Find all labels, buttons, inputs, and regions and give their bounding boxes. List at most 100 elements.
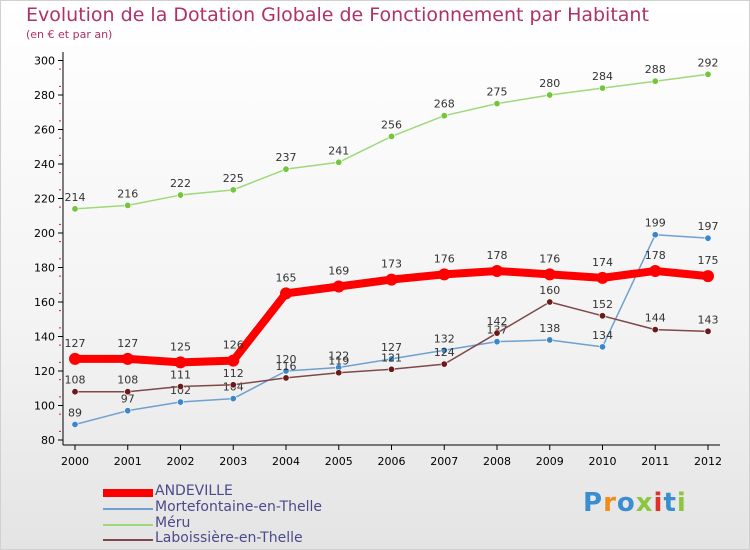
x-tick-label: 2010 (589, 455, 617, 468)
data-label: 127 (381, 341, 402, 354)
data-label: 144 (645, 312, 666, 325)
y-tick-label: 240 (34, 158, 55, 171)
x-tick-label: 2011 (641, 455, 669, 468)
data-point (174, 356, 187, 369)
data-point (704, 70, 712, 78)
y-tick-label: 200 (34, 227, 55, 240)
data-label: 124 (434, 346, 455, 359)
data-point (332, 280, 345, 293)
data-label: 174 (592, 256, 613, 269)
data-label: 127 (65, 337, 86, 350)
data-label: 160 (539, 284, 560, 297)
data-point (440, 346, 448, 354)
y-tick-label: 260 (34, 124, 55, 137)
data-point (335, 158, 343, 166)
data-label: 125 (170, 340, 191, 353)
data-label: 178 (487, 249, 508, 262)
data-point (282, 367, 290, 375)
proxiti-logo: Proxiti (583, 488, 687, 518)
data-label: 197 (698, 220, 719, 233)
y-tick-label: 80 (41, 434, 55, 447)
data-point (546, 298, 554, 306)
data-point (440, 360, 448, 368)
data-label: 108 (117, 374, 138, 387)
data-point (649, 264, 662, 277)
data-point (704, 234, 712, 242)
data-label: 122 (328, 350, 349, 363)
x-tick-label: 2012 (694, 455, 722, 468)
y-tick-label: 220 (34, 193, 55, 206)
data-point (546, 336, 554, 344)
x-tick-label: 2002 (167, 455, 195, 468)
data-point (282, 374, 290, 382)
data-point (71, 388, 79, 396)
data-point (651, 77, 659, 85)
data-point (440, 112, 448, 120)
data-point (177, 383, 185, 391)
y-tick-label: 120 (34, 365, 55, 378)
data-label: 176 (434, 252, 455, 265)
legend-label: Mortefontaine-en-Thelle (155, 499, 323, 515)
data-label: 222 (170, 177, 191, 190)
data-label: 121 (381, 351, 402, 364)
data-label: 126 (223, 339, 244, 352)
x-tick-label: 2007 (430, 455, 458, 468)
data-label: 284 (592, 70, 613, 83)
data-label: 108 (65, 374, 86, 387)
data-point (124, 407, 132, 415)
data-label: 152 (592, 298, 613, 311)
data-point (227, 354, 240, 367)
data-point (546, 91, 554, 99)
data-label: 134 (592, 329, 613, 342)
y-tick-label: 180 (34, 262, 55, 275)
data-point (177, 191, 185, 199)
legend-swatch (103, 489, 153, 497)
data-point (71, 205, 79, 213)
data-point (702, 270, 714, 283)
data-label: 132 (434, 332, 455, 345)
y-tick-label: 140 (34, 331, 55, 344)
y-tick-label: 300 (34, 55, 55, 68)
data-point (651, 231, 659, 239)
data-point (121, 352, 134, 365)
data-label: 237 (276, 151, 297, 164)
legend-swatch (103, 508, 153, 510)
data-point (124, 201, 132, 209)
data-label: 175 (698, 254, 719, 267)
data-point (71, 420, 79, 428)
x-tick-label: 2006 (378, 455, 406, 468)
data-point (543, 268, 556, 281)
data-label: 292 (698, 56, 719, 69)
legend-label: Méru (155, 515, 191, 531)
data-point (124, 388, 132, 396)
y-tick-label: 160 (34, 296, 55, 309)
data-label: 214 (65, 191, 86, 204)
data-label: 268 (434, 98, 455, 111)
data-label: 138 (539, 322, 560, 335)
x-tick-label: 2008 (483, 455, 511, 468)
data-point (493, 329, 501, 337)
data-point (598, 312, 606, 320)
data-point (229, 186, 237, 194)
legend-swatch (103, 539, 153, 541)
data-label: 225 (223, 172, 244, 185)
data-point (598, 84, 606, 92)
data-point (387, 132, 395, 140)
data-point (280, 287, 292, 300)
data-point (387, 355, 395, 363)
data-label: 280 (539, 77, 560, 90)
data-label: 288 (645, 63, 666, 76)
x-tick-label: 2003 (219, 455, 247, 468)
data-label: 97 (121, 393, 135, 406)
legend-swatch (103, 524, 153, 526)
data-point (335, 369, 343, 377)
data-label: 142 (487, 315, 508, 328)
data-label: 199 (645, 217, 666, 230)
x-tick-label: 2001 (114, 455, 142, 468)
data-label: 256 (381, 118, 402, 131)
data-label: 120 (276, 353, 297, 366)
data-point (385, 273, 398, 286)
data-point (493, 338, 501, 346)
data-label: 169 (328, 264, 349, 277)
data-point (493, 100, 501, 108)
